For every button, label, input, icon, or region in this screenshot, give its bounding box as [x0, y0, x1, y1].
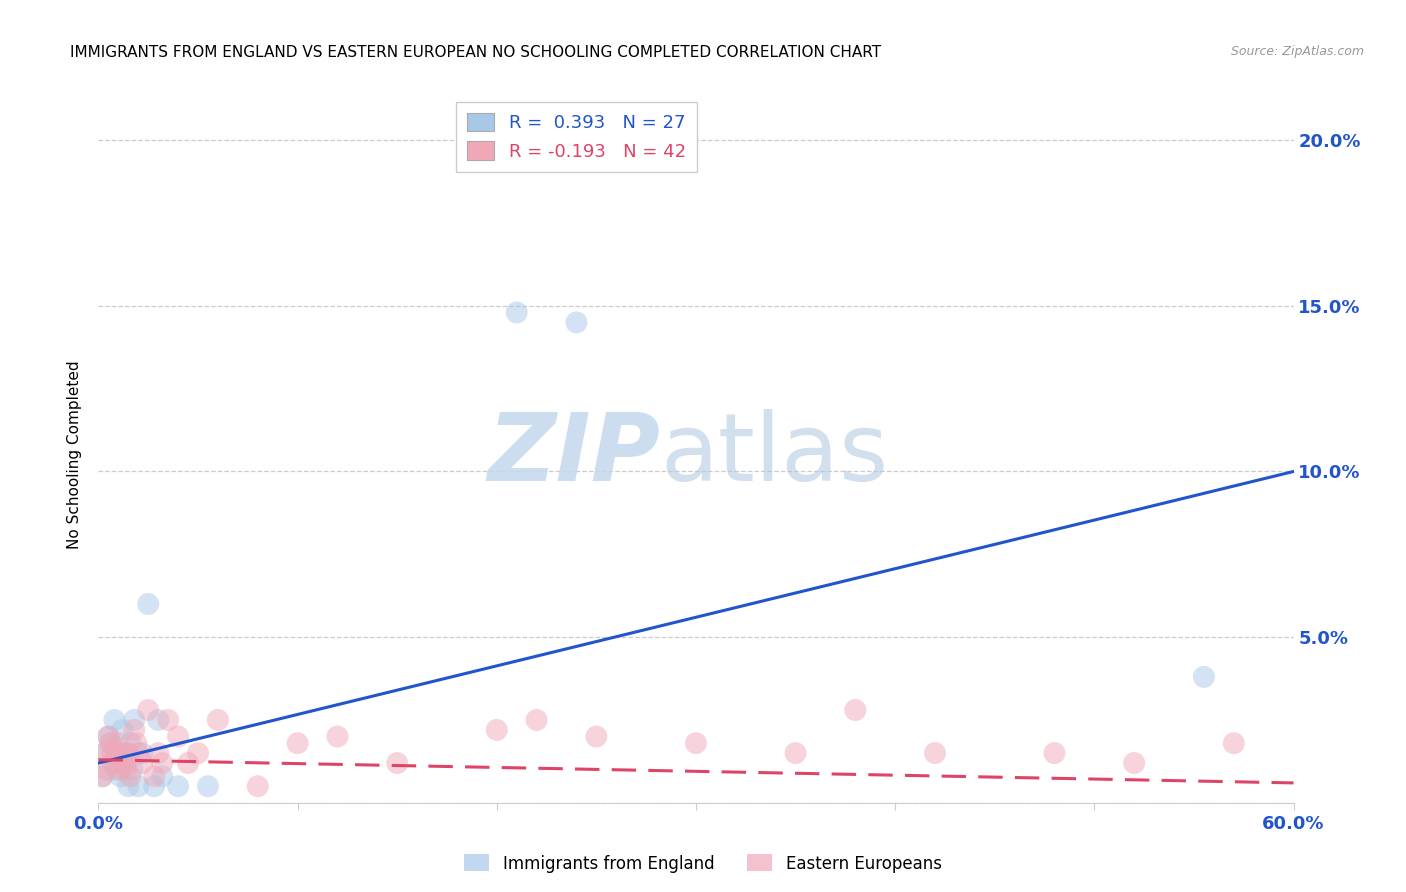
Text: atlas: atlas	[661, 409, 889, 501]
Point	[136, 597, 159, 611]
Point	[143, 769, 166, 783]
Text: Source: ZipAtlas.com: Source: ZipAtlas.com	[1230, 45, 1364, 58]
Point	[120, 736, 142, 750]
Point	[101, 746, 124, 760]
Point	[93, 746, 115, 760]
Point	[585, 730, 607, 744]
Point	[97, 730, 120, 744]
Point	[187, 746, 209, 760]
Point	[157, 713, 180, 727]
Point	[150, 769, 173, 783]
Point	[112, 746, 135, 760]
Point	[148, 746, 170, 760]
Point	[167, 730, 190, 744]
Point	[96, 763, 118, 777]
Point	[117, 746, 139, 760]
Point	[1192, 670, 1215, 684]
Point	[111, 746, 134, 760]
Point	[125, 736, 148, 750]
Point	[844, 703, 866, 717]
Point	[207, 713, 229, 727]
Point	[107, 746, 129, 760]
Point	[124, 723, 146, 737]
Point	[107, 736, 129, 750]
Text: IMMIGRANTS FROM ENGLAND VS EASTERN EUROPEAN NO SCHOOLING COMPLETED CORRELATION C: IMMIGRANTS FROM ENGLAND VS EASTERN EUROP…	[70, 45, 882, 60]
Point	[117, 779, 139, 793]
Point	[127, 779, 149, 793]
Point	[1043, 746, 1066, 760]
Point	[115, 763, 138, 777]
Text: ZIP: ZIP	[488, 409, 661, 501]
Point	[97, 730, 120, 744]
Point	[1223, 736, 1246, 750]
Point	[124, 713, 146, 727]
Point	[91, 769, 114, 783]
Point	[110, 763, 132, 777]
Point	[526, 713, 548, 727]
Point	[136, 703, 159, 717]
Point	[246, 779, 269, 793]
Point	[148, 713, 170, 727]
Point	[121, 763, 143, 777]
Point	[385, 756, 409, 770]
Point	[103, 713, 125, 727]
Point	[1123, 756, 1146, 770]
Point	[131, 746, 153, 760]
Point	[685, 736, 707, 750]
Point	[96, 746, 118, 760]
Legend: Immigrants from England, Eastern Europeans: Immigrants from England, Eastern Europea…	[457, 847, 949, 880]
Point	[110, 769, 132, 783]
Point	[131, 756, 153, 770]
Point	[101, 756, 124, 770]
Point	[112, 756, 135, 770]
Point	[485, 723, 508, 737]
Point	[103, 756, 125, 770]
Point	[785, 746, 807, 760]
Point	[177, 756, 200, 770]
Point	[150, 756, 173, 770]
Point	[98, 736, 122, 750]
Point	[565, 315, 588, 329]
Point	[287, 736, 309, 750]
Y-axis label: No Schooling Completed: No Schooling Completed	[67, 360, 83, 549]
Point	[98, 736, 122, 750]
Point	[91, 769, 114, 783]
Point	[105, 763, 128, 777]
Point	[506, 305, 529, 319]
Point	[167, 779, 190, 793]
Point	[111, 723, 134, 737]
Point	[326, 730, 349, 744]
Point	[143, 779, 166, 793]
Point	[924, 746, 946, 760]
Point	[197, 779, 219, 793]
Point	[120, 769, 142, 783]
Legend: R =  0.393   N = 27, R = -0.193   N = 42: R = 0.393 N = 27, R = -0.193 N = 42	[457, 103, 696, 171]
Point	[105, 746, 128, 760]
Point	[115, 756, 138, 770]
Point	[127, 746, 149, 760]
